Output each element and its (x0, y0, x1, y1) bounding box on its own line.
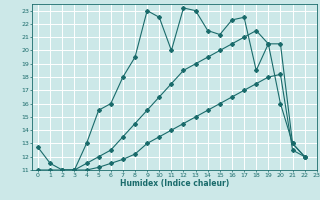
X-axis label: Humidex (Indice chaleur): Humidex (Indice chaleur) (120, 179, 229, 188)
